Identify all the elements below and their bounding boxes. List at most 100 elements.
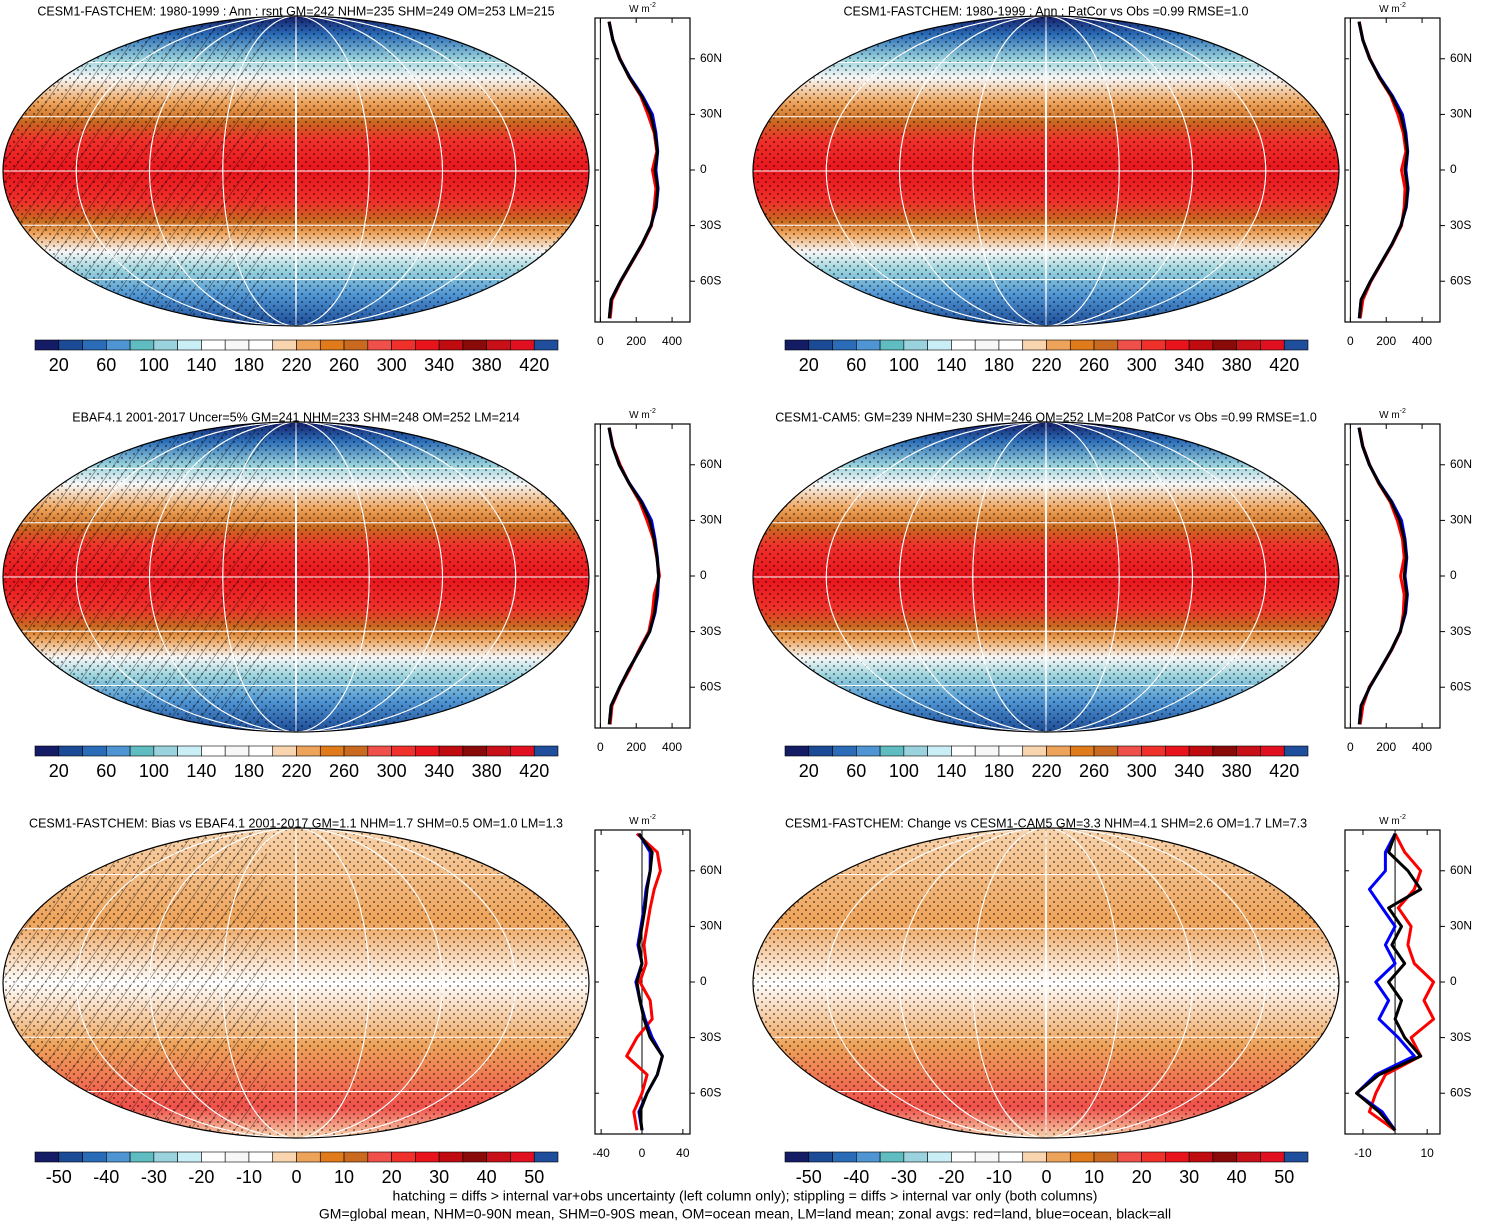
colorbar-label: 0 bbox=[291, 1167, 301, 1187]
colorbar-box bbox=[367, 1151, 392, 1163]
colorbar-box bbox=[201, 745, 226, 757]
colorbar-box bbox=[1283, 339, 1309, 351]
colorbar-label: 140 bbox=[186, 355, 216, 375]
colorbar-box bbox=[224, 1151, 250, 1163]
colorbar-label: 380 bbox=[1222, 355, 1252, 375]
colorbar-box bbox=[462, 745, 487, 757]
colorbar-box bbox=[272, 339, 297, 351]
map bbox=[3, 828, 589, 1138]
colorbar-label: -40 bbox=[843, 1167, 869, 1187]
colorbar-label: 260 bbox=[329, 355, 359, 375]
map bbox=[753, 828, 1339, 1138]
units: W m-2 bbox=[629, 2, 656, 15]
colorbar-box bbox=[856, 745, 881, 757]
panel-title: CESM1-FASTCHEM: Change vs CESM1-CAM5 GM=… bbox=[785, 816, 1307, 830]
colorbar-label: 100 bbox=[889, 355, 919, 375]
y-tick-label: 60S bbox=[700, 273, 721, 287]
colorbar-label: 140 bbox=[936, 355, 966, 375]
colorbar-box bbox=[248, 1151, 274, 1163]
colorbar-label: 380 bbox=[1222, 761, 1252, 781]
y-tick-label: 0 bbox=[700, 974, 707, 988]
colorbar-label: 40 bbox=[1227, 1167, 1247, 1187]
x-tick-label: 40 bbox=[676, 1146, 690, 1160]
colorbar-box bbox=[1069, 339, 1095, 351]
panel: CESM1-FASTCHEM: Bias vs EBAF4.1 2001-201… bbox=[2, 814, 722, 1187]
colorbar-box bbox=[808, 1151, 833, 1163]
colorbar-box bbox=[1141, 745, 1166, 757]
colorbar-box bbox=[1212, 1151, 1237, 1163]
colorbar-box bbox=[879, 1151, 905, 1163]
y-tick-label: 60S bbox=[1450, 679, 1471, 693]
units-base: W m bbox=[629, 816, 650, 827]
panel-title: CESM1-FASTCHEM: Bias vs EBAF4.1 2001-201… bbox=[29, 816, 563, 830]
colorbar-label: 50 bbox=[1274, 1167, 1294, 1187]
colorbar-box bbox=[533, 745, 559, 757]
x-tick-label: 400 bbox=[662, 334, 682, 348]
colorbar-box bbox=[1260, 745, 1285, 757]
colorbar-box bbox=[415, 745, 440, 757]
units-base: W m bbox=[1379, 410, 1400, 421]
colorbar-label: 60 bbox=[846, 761, 866, 781]
y-tick-label: 60S bbox=[700, 1085, 721, 1099]
colorbar-label: 180 bbox=[984, 761, 1014, 781]
y-tick-label: 0 bbox=[1450, 974, 1457, 988]
colorbar-box bbox=[903, 339, 928, 351]
colorbar-box bbox=[1093, 339, 1119, 351]
y-tick-label: 30S bbox=[700, 218, 721, 232]
colorbar-box bbox=[82, 745, 107, 757]
colorbar-box bbox=[784, 1151, 810, 1163]
colorbar-box bbox=[486, 745, 511, 757]
colorbar-box bbox=[951, 1151, 976, 1163]
colorbar-label: 340 bbox=[424, 761, 454, 781]
colorbar-box bbox=[927, 339, 952, 351]
colorbar-label: 420 bbox=[519, 761, 549, 781]
colorbar-box bbox=[808, 745, 833, 757]
colorbar-box bbox=[1212, 745, 1237, 757]
y-tick-label: 30N bbox=[1450, 513, 1472, 527]
colorbar-box bbox=[998, 745, 1024, 757]
colorbar-label: 180 bbox=[234, 761, 264, 781]
x-tick-label: 0 bbox=[1347, 740, 1354, 754]
x-tick-label: 0 bbox=[639, 1146, 646, 1160]
colorbar-box bbox=[34, 339, 60, 351]
colorbar-box bbox=[1117, 1151, 1142, 1163]
y-tick-label: 30N bbox=[700, 919, 722, 933]
colorbar-label: 100 bbox=[139, 355, 169, 375]
colorbar-box bbox=[177, 745, 202, 757]
colorbar-box bbox=[832, 339, 857, 351]
units: W m-2 bbox=[1379, 814, 1406, 827]
colorbar-label: 20 bbox=[49, 761, 69, 781]
zonal-line bbox=[607, 427, 661, 725]
colorbar-box bbox=[533, 1151, 559, 1163]
colorbar-label: 10 bbox=[1084, 1167, 1104, 1187]
colorbar-box bbox=[415, 1151, 440, 1163]
colorbar-label: 10 bbox=[334, 1167, 354, 1187]
colorbar-box bbox=[1165, 339, 1190, 351]
colorbar-box bbox=[319, 339, 345, 351]
colorbar-label: 20 bbox=[1132, 1167, 1152, 1187]
colorbar-label: 20 bbox=[49, 355, 69, 375]
colorbar-box bbox=[1022, 339, 1047, 351]
x-tick-label: -40 bbox=[592, 1146, 610, 1160]
colorbar-label: 220 bbox=[1031, 355, 1061, 375]
colorbar-box bbox=[415, 339, 440, 351]
colorbar-label: 60 bbox=[96, 355, 116, 375]
colorbar-box bbox=[391, 745, 416, 757]
x-tick-label: 200 bbox=[1376, 334, 1396, 348]
colorbar-box bbox=[1141, 339, 1166, 351]
colorbar-label: 20 bbox=[382, 1167, 402, 1187]
colorbar-box bbox=[510, 745, 535, 757]
colorbar-label: -40 bbox=[93, 1167, 119, 1187]
colorbar-label: -20 bbox=[938, 1167, 964, 1187]
x-tick-label: 0 bbox=[597, 740, 604, 754]
zonal-frame bbox=[1344, 423, 1441, 729]
map-border bbox=[2, 15, 590, 327]
y-tick-label: 60S bbox=[1450, 1085, 1471, 1099]
y-tick-label: 60N bbox=[700, 51, 722, 65]
units-exp: -2 bbox=[1400, 408, 1406, 415]
colorbar-label: 50 bbox=[524, 1167, 544, 1187]
colorbar-label: 300 bbox=[377, 761, 407, 781]
zonal-frame bbox=[594, 17, 691, 323]
colorbar-label: 100 bbox=[139, 761, 169, 781]
colorbar-label: 20 bbox=[799, 761, 819, 781]
